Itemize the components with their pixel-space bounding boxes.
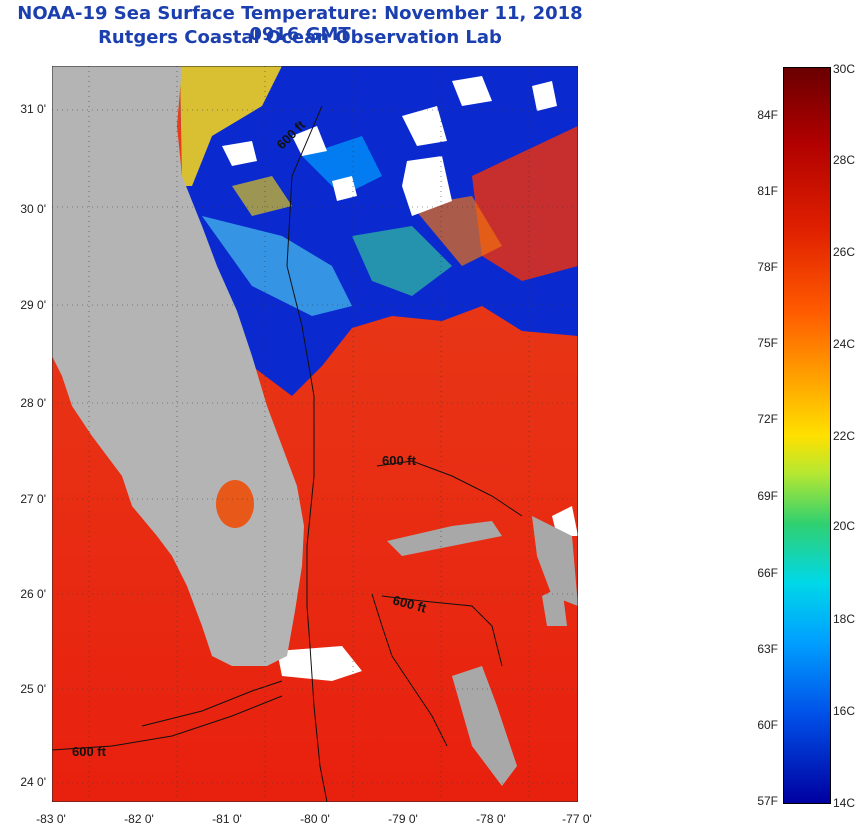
lake-okeechobee [216, 480, 254, 528]
cloud-patches [222, 76, 578, 681]
bahamas-land [387, 516, 578, 786]
colorbar-c-label: 28C [833, 153, 856, 167]
depth-contours [52, 105, 523, 802]
map-title: NOAA-19 Sea Surface Temperature: Novembe… [17, 3, 583, 45]
lon-label-78: -78 0' [476, 812, 506, 826]
lat-label-25: 25 0' [20, 682, 46, 696]
colorbar-f-label: 84F [757, 108, 778, 122]
lat-label-30: 30 0' [20, 202, 46, 216]
colorbar-f-label: 60F [757, 718, 778, 732]
map-subtitle: Rutgers Coastal Ocean Observation Lab [98, 27, 502, 48]
contour-label: 600 ft [72, 744, 107, 759]
temperature-colorbar [783, 67, 831, 804]
cold-water-area [180, 66, 578, 396]
lat-label-28: 28 0' [20, 396, 46, 410]
colorbar-f-label: 81F [757, 184, 778, 198]
lon-label-81: -81 0' [212, 812, 242, 826]
colorbar-f-label: 75F [757, 336, 778, 350]
colorbar-f-label: 66F [757, 566, 778, 580]
colorbar-f-label: 69F [757, 489, 778, 503]
lat-label-24: 24 0' [20, 775, 46, 789]
colorbar-c-label: 18C [833, 612, 856, 626]
lat-label-27: 27 0' [20, 492, 46, 506]
sst-map: 600 ft 600 ft 600 ft 600 ft [52, 66, 578, 802]
lon-label-82: -82 0' [124, 812, 154, 826]
lon-label-77: -77 0' [562, 812, 592, 826]
colorbar-f-label: 78F [757, 260, 778, 274]
colorbar-c-label: 26C [833, 245, 856, 259]
lon-label-79: -79 0' [388, 812, 418, 826]
lon-label-80: -80 0' [300, 812, 330, 826]
colorbar-c-label: 22C [833, 429, 856, 443]
colorbar-c-label: 24C [833, 337, 856, 351]
lat-label-29: 29 0' [20, 298, 46, 312]
colorbar-c-label: 30C [833, 62, 856, 76]
colorbar-f-label: 57F [757, 794, 778, 808]
lat-label-26: 26 0' [20, 587, 46, 601]
colorbar-c-label: 14C [833, 796, 856, 810]
colorbar-c-label: 16C [833, 704, 856, 718]
lat-label-31: 31 0' [20, 102, 46, 116]
colorbar-f-label: 72F [757, 412, 778, 426]
colorbar-c-label: 20C [833, 519, 856, 533]
contour-label: 600 ft [382, 453, 417, 468]
colorbar-f-label: 63F [757, 642, 778, 656]
lon-label-83: -83 0' [36, 812, 66, 826]
